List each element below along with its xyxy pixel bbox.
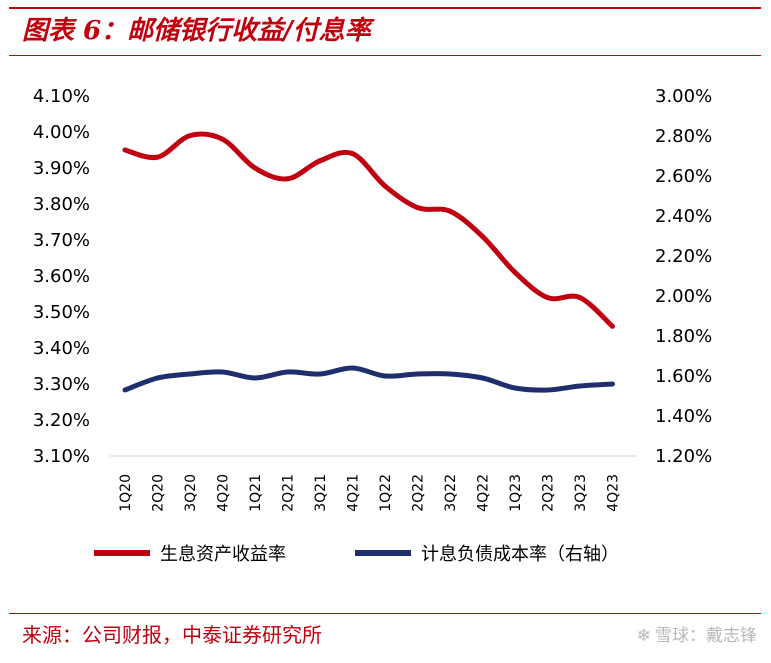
right-tick-label: 2.00% bbox=[655, 286, 712, 307]
x-tick-label: 4Q20 bbox=[216, 474, 232, 512]
cost-data-point bbox=[155, 375, 160, 381]
cost-data-point bbox=[610, 381, 615, 387]
cost-data-point bbox=[415, 371, 420, 377]
left-tick-label: 3.60% bbox=[33, 266, 90, 287]
yield-data-point bbox=[610, 323, 615, 329]
left-tick-label: 4.10% bbox=[33, 86, 90, 107]
cost-data-point bbox=[512, 385, 518, 391]
title-rule bbox=[9, 55, 761, 56]
source-note: 来源：公司财报，中泰证券研究所 bbox=[22, 623, 322, 647]
left-tick-label: 3.20% bbox=[33, 410, 90, 431]
chart-title: 图表 6：邮储银行收益/付息率 bbox=[22, 16, 371, 46]
x-tick-label: 1Q21 bbox=[248, 474, 264, 512]
series-line-cost bbox=[124, 365, 613, 393]
x-tick-label: 1Q20 bbox=[118, 474, 134, 512]
cost-data-point bbox=[122, 387, 128, 393]
cost-data-point bbox=[577, 383, 583, 389]
x-tick-label: 3Q20 bbox=[183, 474, 199, 512]
cost-data-point bbox=[252, 375, 258, 381]
cost-data-point bbox=[480, 375, 485, 381]
right-tick-label: 2.40% bbox=[655, 206, 712, 227]
cost-data-point bbox=[187, 371, 193, 377]
snowball-logo-icon: ❄ bbox=[636, 626, 651, 646]
bottom-rule bbox=[9, 613, 761, 614]
yield-data-point bbox=[187, 133, 193, 139]
right-tick-label: 2.80% bbox=[655, 126, 712, 147]
x-tick-label: 2Q23 bbox=[541, 474, 557, 512]
x-tick-label: 4Q21 bbox=[346, 474, 362, 512]
right-axis-ticks: 1.20% 1.40% 1.60% 1.80% 2.00% 2.20% 2.40% 2.60%… bbox=[655, 86, 712, 467]
x-tick-label: 3Q23 bbox=[573, 474, 589, 512]
yield-data-point bbox=[122, 147, 128, 153]
right-tick-label: 1.20% bbox=[655, 446, 712, 467]
yield-data-point bbox=[512, 269, 518, 275]
legend-label: 生息资产收益率 bbox=[160, 544, 286, 565]
left-tick-label: 3.80% bbox=[33, 194, 90, 215]
left-axis-ticks: 3.10% 3.20% 3.30% 3.40% 3.50% 3.60% 3.70% 3.80%… bbox=[33, 86, 90, 467]
x-tick-label: 3Q22 bbox=[443, 474, 459, 512]
right-tick-label: 2.20% bbox=[655, 246, 712, 267]
x-tick-label: 2Q22 bbox=[411, 474, 427, 512]
cost-data-point bbox=[317, 371, 323, 377]
x-tick-label: 2Q21 bbox=[281, 474, 297, 512]
cost-data-point bbox=[350, 365, 355, 371]
yield-data-point bbox=[220, 136, 225, 142]
series-layer bbox=[122, 131, 615, 393]
left-tick-label: 3.50% bbox=[33, 302, 90, 323]
yield-data-point bbox=[317, 158, 323, 164]
right-tick-label: 1.80% bbox=[655, 326, 712, 347]
cost-data-point bbox=[447, 371, 453, 377]
watermark: ❄ 雪球：戴志锋 bbox=[637, 624, 757, 648]
x-tick-label: 3Q21 bbox=[313, 474, 329, 512]
x-tick-label: 4Q22 bbox=[476, 474, 492, 512]
yield-data-point bbox=[545, 295, 550, 301]
cost-data-point bbox=[545, 387, 550, 393]
left-tick-label: 4.00% bbox=[33, 122, 90, 143]
legend-label: 计息负债成本率（右轴） bbox=[421, 544, 619, 565]
left-tick-label: 3.10% bbox=[33, 446, 90, 467]
yield-data-point bbox=[447, 208, 453, 214]
left-tick-label: 3.30% bbox=[33, 374, 90, 395]
right-tick-label: 1.40% bbox=[655, 406, 712, 427]
yield-data-point bbox=[350, 151, 355, 157]
yield-data-point bbox=[252, 165, 258, 171]
yield-data-point bbox=[480, 233, 485, 239]
x-axis-ticks: 1Q20 2Q20 3Q20 4Q20 1Q21 2Q21 3Q21 4Q21 1Q22 2Q22… bbox=[118, 474, 622, 512]
cost-data-point bbox=[220, 369, 225, 375]
watermark-text: 雪球：戴志锋 bbox=[655, 626, 757, 646]
x-tick-label: 2Q20 bbox=[151, 474, 167, 512]
x-tick-label: 4Q23 bbox=[606, 474, 622, 512]
yield-data-point bbox=[415, 205, 420, 211]
right-tick-label: 3.00% bbox=[655, 86, 712, 107]
cost-data-point bbox=[382, 373, 388, 379]
left-tick-label: 3.70% bbox=[33, 230, 90, 251]
yield-data-point bbox=[382, 183, 388, 189]
legend: 生息资产收益率 计息负债成本率（右轴） bbox=[94, 544, 619, 565]
yield-data-point bbox=[285, 176, 290, 182]
left-tick-label: 3.90% bbox=[33, 158, 90, 179]
top-rule bbox=[9, 7, 761, 9]
series-line-yield bbox=[124, 131, 615, 329]
yield-data-point bbox=[155, 154, 160, 160]
x-tick-label: 1Q23 bbox=[508, 474, 524, 512]
left-tick-label: 3.40% bbox=[33, 338, 90, 359]
right-tick-label: 1.60% bbox=[655, 366, 712, 387]
cost-data-point bbox=[285, 369, 290, 375]
x-tick-label: 1Q22 bbox=[378, 474, 394, 512]
right-tick-label: 2.60% bbox=[655, 166, 712, 187]
yield-data-point bbox=[577, 295, 583, 301]
line-chart: 3.10% 3.20% 3.30% 3.40% 3.50% 3.60% 3.70% 3.80%… bbox=[33, 86, 712, 565]
